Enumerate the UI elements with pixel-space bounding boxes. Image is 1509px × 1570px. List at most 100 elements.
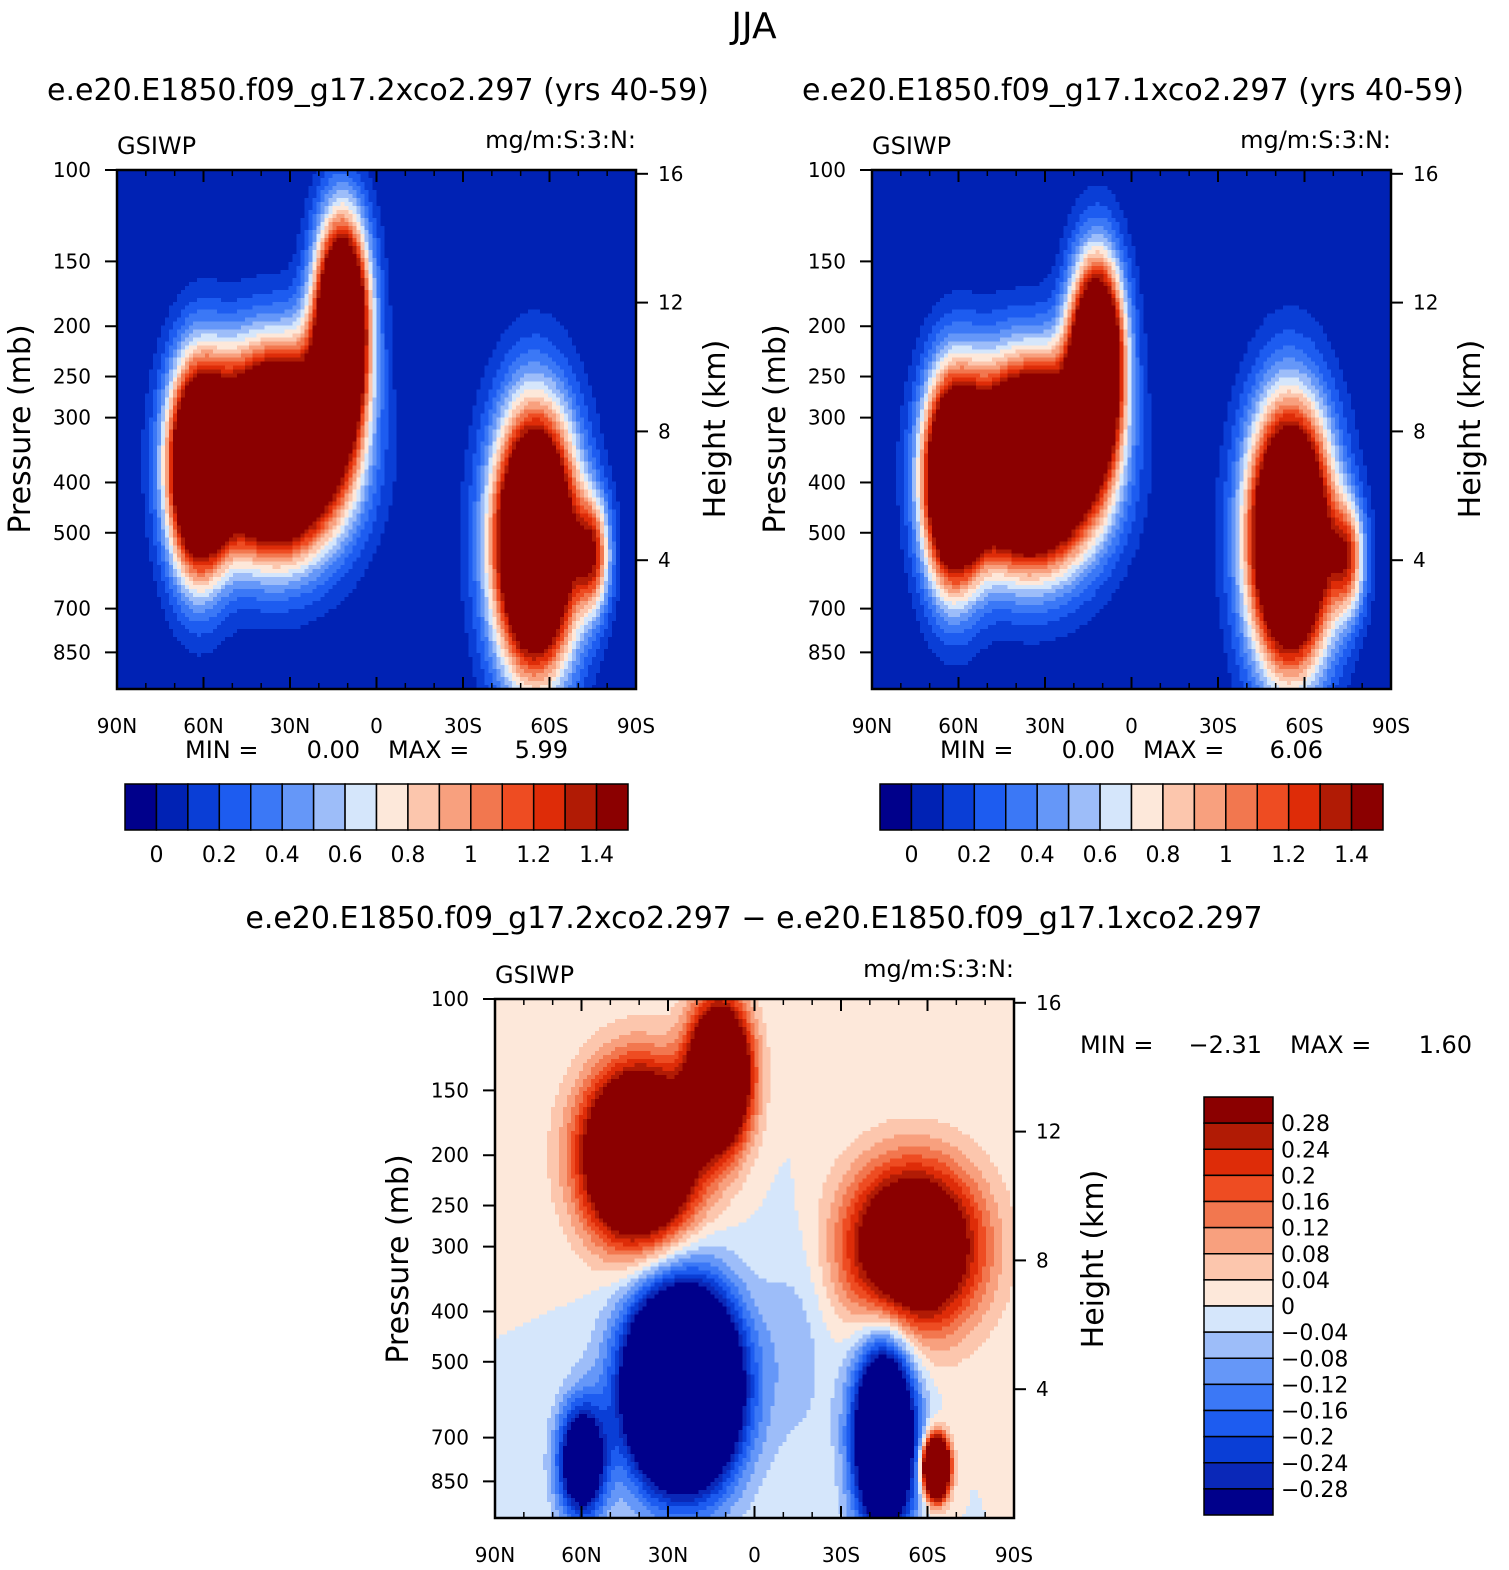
field-cell xyxy=(392,245,398,251)
field-cell xyxy=(472,189,477,195)
field-cell xyxy=(140,177,146,183)
field-cell xyxy=(560,289,565,295)
field-cell xyxy=(464,193,469,199)
field-cell xyxy=(464,221,469,227)
field-cell xyxy=(572,229,577,235)
field-cell xyxy=(244,285,250,291)
field-cell xyxy=(592,313,597,319)
field-cell xyxy=(420,257,426,263)
field-cell xyxy=(504,249,509,255)
field-cell xyxy=(488,257,493,263)
field-cell xyxy=(172,301,178,307)
field-cell xyxy=(628,209,633,215)
field-cell xyxy=(432,229,437,235)
field-cell xyxy=(392,225,398,231)
field-cell xyxy=(332,281,338,287)
field-cell xyxy=(600,285,605,291)
field-cell xyxy=(220,273,226,279)
field-cell xyxy=(272,317,278,323)
field-cell xyxy=(564,181,569,187)
field-cell xyxy=(252,321,258,327)
field-cell xyxy=(212,261,218,267)
field-cell xyxy=(372,313,378,319)
field-cell xyxy=(280,293,286,299)
field-cell xyxy=(388,173,394,179)
field-cell xyxy=(188,233,194,239)
field-cell xyxy=(492,313,497,319)
field-cell xyxy=(624,237,629,243)
field-cell xyxy=(248,217,254,223)
field-cell xyxy=(320,173,326,179)
field-cell xyxy=(324,221,330,227)
field-cell xyxy=(236,245,242,251)
field-cell xyxy=(152,221,158,227)
field-cell xyxy=(224,201,230,207)
field-cell xyxy=(168,257,174,263)
field-cell xyxy=(416,229,422,235)
field-cell xyxy=(500,201,505,207)
field-cell xyxy=(136,245,142,251)
field-cell xyxy=(276,305,282,311)
field-cell xyxy=(156,209,162,215)
field-cell xyxy=(244,201,250,207)
field-cell xyxy=(328,297,334,303)
field-cell xyxy=(584,185,589,191)
field-cell xyxy=(524,297,529,303)
field-cell xyxy=(472,225,477,231)
field-cell xyxy=(572,309,577,315)
field-cell xyxy=(372,273,378,279)
field-cell xyxy=(360,185,366,191)
field-cell xyxy=(400,193,406,199)
field-cell xyxy=(468,213,473,219)
field-cell xyxy=(456,305,461,311)
field-cell xyxy=(120,281,126,287)
field-cell xyxy=(448,189,453,195)
field-cell xyxy=(392,261,398,267)
field-cell xyxy=(464,233,469,239)
field-cell xyxy=(120,233,126,239)
field-cell xyxy=(476,301,481,307)
field-cell xyxy=(632,261,636,267)
field-cell xyxy=(440,201,445,207)
field-cell xyxy=(616,257,621,263)
field-cell xyxy=(248,197,254,203)
field-cell xyxy=(192,301,198,307)
field-cell xyxy=(236,197,242,203)
field-cell xyxy=(132,265,138,271)
field-cell xyxy=(592,245,597,251)
field-cell xyxy=(484,209,489,215)
field-cell xyxy=(620,170,625,175)
field-cell xyxy=(440,293,445,299)
field-cell xyxy=(300,185,306,191)
field-cell xyxy=(264,233,270,239)
field-cell xyxy=(424,193,429,199)
field-cell xyxy=(504,301,509,307)
field-cell xyxy=(308,233,314,239)
field-cell xyxy=(408,229,414,235)
field-cell xyxy=(616,305,621,311)
field-cell xyxy=(404,193,410,199)
field-cell xyxy=(268,305,274,311)
field-cell xyxy=(632,269,636,275)
field-cell xyxy=(596,285,601,291)
field-cell xyxy=(200,253,206,259)
field-cell xyxy=(324,225,330,231)
field-cell xyxy=(188,269,194,275)
field-cell xyxy=(516,309,521,315)
field-cell xyxy=(588,237,593,243)
field-cell xyxy=(600,289,605,295)
field-cell xyxy=(176,205,182,211)
field-cell xyxy=(364,261,370,267)
field-cell xyxy=(368,261,374,267)
field-cell xyxy=(200,265,206,271)
field-cell xyxy=(200,277,206,283)
field-cell xyxy=(392,209,398,215)
field-cell xyxy=(256,233,262,239)
field-cell xyxy=(232,285,238,291)
field-cell xyxy=(572,177,577,183)
field-cell xyxy=(552,309,557,315)
field-cell xyxy=(244,205,250,211)
field-cell xyxy=(612,185,617,191)
field-cell xyxy=(528,305,533,311)
field-cell xyxy=(452,245,457,251)
